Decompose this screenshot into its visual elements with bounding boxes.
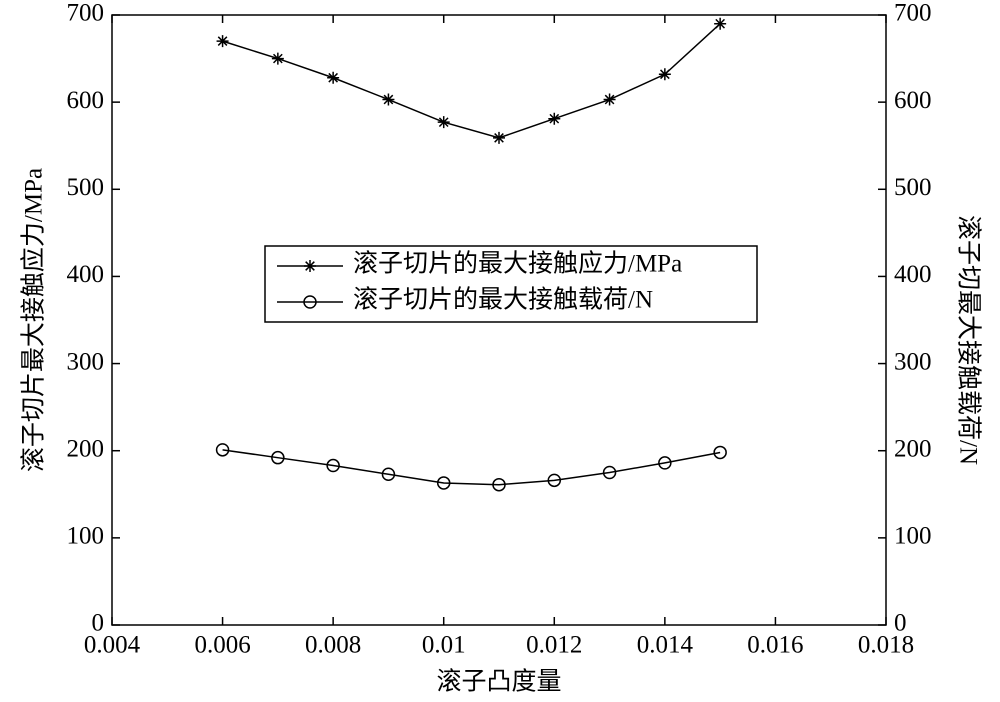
x-tick-label: 0.01 [422, 632, 466, 659]
point [271, 52, 284, 65]
point [382, 93, 395, 106]
legend-label: 滚子切片的最大接触应力/MPa [353, 250, 682, 278]
plot-frame [111, 14, 887, 626]
y2-tick-label: 500 [894, 174, 932, 201]
point [216, 35, 229, 48]
legend-marker [304, 260, 316, 272]
point [215, 443, 230, 457]
x-axis-label: 滚子凸度量 [436, 668, 561, 696]
series-line [222, 23, 721, 139]
y-axis-label: 滚子切片最大接触应力/MPa [20, 168, 48, 472]
x-tick-label: 0.016 [747, 632, 803, 659]
point [658, 456, 672, 470]
y-tick-label: 0 [92, 610, 105, 637]
point [327, 71, 340, 84]
x-tick-label: 0.008 [305, 632, 361, 659]
point [713, 445, 727, 460]
x-tick-label: 0.014 [637, 632, 694, 659]
point [271, 450, 285, 465]
y2-tick-label: 700 [894, 0, 932, 27]
legend-label: 滚子切片的最大接触载荷/N [353, 286, 653, 314]
point [602, 465, 617, 480]
point [658, 68, 671, 81]
y2-tick-label: 100 [894, 523, 932, 550]
y2-tick-label: 600 [894, 87, 932, 114]
y2-tick-label: 200 [894, 435, 932, 462]
y-tick-label: 600 [67, 87, 105, 114]
y2-axis-label: 滚子切最大接触载荷/N [954, 215, 982, 465]
x-tick-label: 0.012 [526, 632, 582, 659]
point [548, 112, 561, 125]
y2-tick-label: 300 [894, 348, 932, 375]
point [714, 17, 727, 30]
series-line [222, 449, 721, 486]
point [437, 116, 450, 129]
x-tick-label: 0.004 [84, 632, 141, 659]
point [547, 473, 562, 488]
y2-tick-label: 0 [894, 610, 907, 637]
point [326, 458, 340, 473]
x-tick-label: 0.018 [858, 632, 914, 659]
point [603, 93, 616, 106]
y-tick-label: 400 [67, 261, 105, 288]
point [381, 467, 396, 481]
y-tick-label: 100 [67, 523, 105, 550]
point [492, 477, 506, 492]
point [436, 476, 451, 490]
point [493, 131, 505, 144]
legend-marker [303, 295, 317, 309]
y-tick-label: 700 [67, 0, 105, 27]
x-tick-label: 0.006 [194, 632, 250, 659]
y-tick-label: 200 [67, 435, 105, 462]
y-tick-label: 500 [67, 174, 105, 201]
y-tick-label: 300 [67, 348, 105, 375]
legend-box [264, 245, 758, 323]
y2-tick-label: 400 [894, 261, 932, 288]
